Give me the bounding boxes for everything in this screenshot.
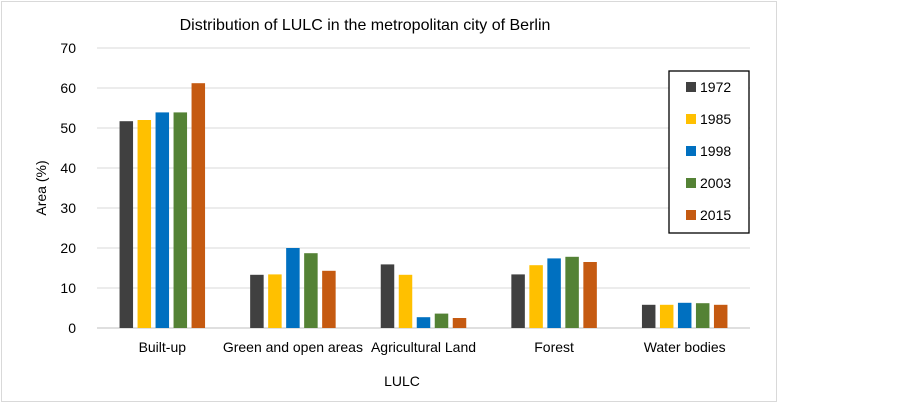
bar-2003-agricultural-land	[434, 313, 449, 328]
bar-2003-forest	[565, 256, 579, 328]
bar-1985-water-bodies	[659, 304, 674, 328]
bar-1972-built-up	[119, 121, 134, 328]
bar-1985-green-and-open-areas	[268, 274, 282, 328]
bar-2003-built-up	[173, 112, 188, 329]
bar-2003-water-bodies	[695, 303, 710, 328]
legend: 1972 1985 1998 2003 2015	[668, 70, 750, 234]
bar-1998-forest	[547, 258, 561, 328]
y-tick-label: 20	[60, 240, 76, 256]
bar-2015-water-bodies	[713, 304, 728, 328]
legend-swatch-2003	[686, 178, 696, 188]
legend-swatch-1998	[686, 146, 696, 156]
x-tick-label: Agricultural Land	[371, 339, 476, 355]
bar-2015-green-and-open-areas	[322, 270, 336, 328]
bar-1972-green-and-open-areas	[250, 274, 264, 328]
bar-1985-forest	[529, 265, 543, 328]
y-axis-label: Area (%)	[33, 160, 49, 215]
bar-1998-water-bodies	[677, 302, 692, 328]
x-tick-label: Water bodies	[644, 339, 726, 355]
legend-box	[668, 70, 750, 234]
bar-2015-forest	[583, 262, 597, 328]
x-tick-label: Forest	[534, 339, 574, 355]
x-axis-label: LULC	[384, 373, 420, 389]
y-tick-label: 30	[60, 200, 76, 216]
x-tick-label: Green and open areas	[223, 339, 363, 355]
legend-label-1972: 1972	[700, 79, 731, 95]
bars	[119, 83, 728, 329]
bar-1998-agricultural-land	[416, 317, 431, 328]
bar-1985-agricultural-land	[398, 274, 413, 328]
legend-label-2003: 2003	[700, 175, 731, 191]
legend-label-2015: 2015	[700, 207, 731, 223]
legend-swatch-1985	[686, 114, 696, 124]
legend-swatch-1972	[686, 82, 696, 92]
legend-label-1998: 1998	[700, 143, 731, 159]
chart-title: Distribution of LULC in the metropolitan…	[180, 17, 551, 34]
x-tick-label: Built-up	[139, 339, 187, 355]
y-tick-label: 40	[60, 160, 76, 176]
y-tick-label: 50	[60, 120, 76, 136]
legend-label-1985: 1985	[700, 111, 731, 127]
y-tick-labels: 0 10 20 30 40 50 60 70	[60, 40, 76, 336]
legend-swatch-2015	[686, 210, 696, 220]
y-tick-label: 60	[60, 80, 76, 96]
y-tick-label: 70	[60, 40, 76, 56]
y-tick-label: 10	[60, 280, 76, 296]
bar-1972-water-bodies	[641, 304, 656, 328]
y-tick-label: 0	[68, 320, 76, 336]
bar-1985-built-up	[137, 120, 152, 328]
bar-1998-green-and-open-areas	[286, 248, 300, 328]
bar-1972-forest	[511, 274, 525, 328]
x-tick-labels: Built-up Green and open areas Agricultural…	[139, 339, 726, 355]
bar-2003-green-and-open-areas	[304, 253, 318, 328]
bar-1998-built-up	[155, 112, 170, 329]
bar-2015-built-up	[191, 83, 206, 328]
bar-1972-agricultural-land	[380, 264, 395, 328]
gridlines	[97, 47, 750, 329]
bar-2015-agricultural-land	[452, 318, 467, 328]
